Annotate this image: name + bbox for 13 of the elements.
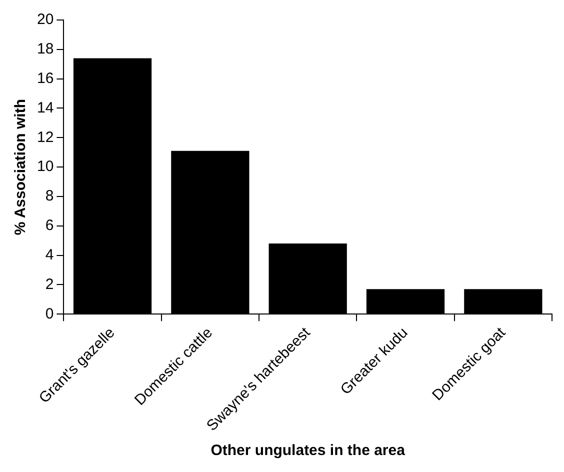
y-tick-label: 4 — [45, 246, 54, 264]
y-axis-title: % Association with — [12, 99, 30, 236]
y-tick-label: 10 — [36, 158, 54, 176]
y-tick-label: 6 — [45, 217, 54, 234]
y-tick-label: 16 — [36, 70, 54, 87]
y-tick-label: 0 — [45, 305, 54, 322]
y-tick-label: 2 — [45, 276, 54, 293]
y-tick-label: 12 — [36, 128, 54, 146]
y-tick-label: 14 — [36, 99, 54, 116]
x-axis-title: Other ungulates in the area — [210, 442, 406, 460]
y-tick-label: 18 — [36, 40, 54, 58]
y-tick-label: 8 — [45, 188, 54, 205]
y-tick-label: 20 — [36, 11, 54, 28]
